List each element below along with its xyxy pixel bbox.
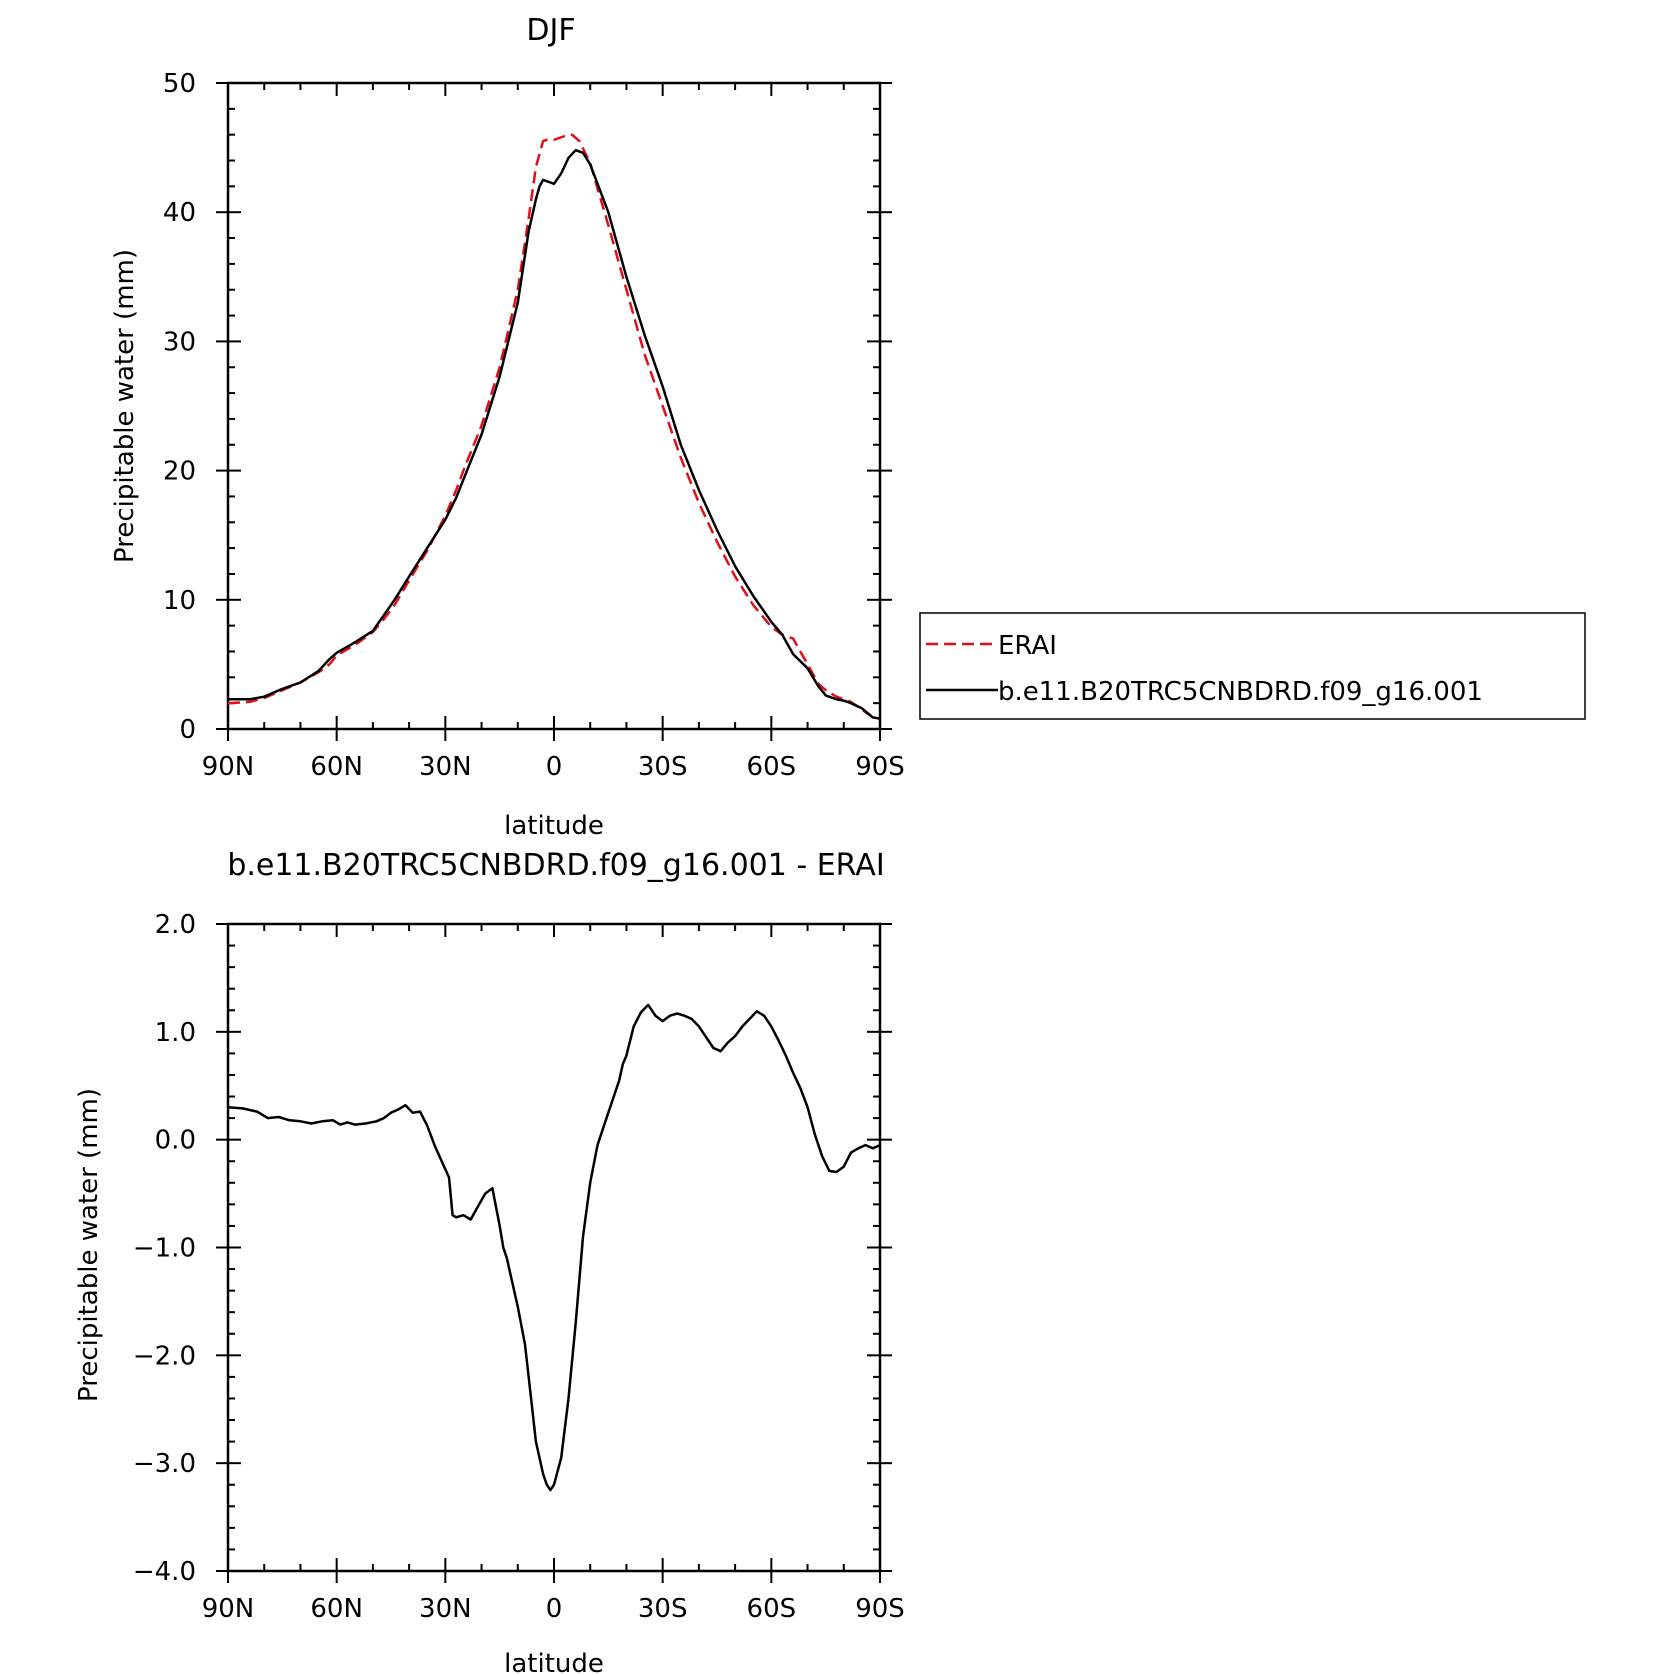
- bottom-chart-title: b.e11.B20TRC5CNBDRD.f09_g16.001 - ERAI: [227, 848, 884, 883]
- legend-label-erai: ERAI: [998, 631, 1057, 661]
- top-series-lines: [227, 133, 881, 720]
- bottom-y-tick-label: −3.0: [133, 1449, 196, 1479]
- bottom-x-tick-label: 90N: [202, 1594, 255, 1624]
- bottom-y-tick-labels: −4.0 −3.0 −2.0 −1.0 0.0 1.0 2.0: [133, 910, 196, 1587]
- bottom-y-tick-label: −4.0: [133, 1557, 196, 1587]
- top-x-tick-label: 30S: [638, 752, 688, 782]
- bottom-x-tick-label: 60S: [747, 1594, 797, 1624]
- bottom-panel-difference: b.e11.B20TRC5CNBDRD.f09_g16.001 - ERAI 9…: [74, 848, 905, 1675]
- top-axis-ticks: [216, 82, 892, 741]
- top-x-axis-label: latitude: [504, 811, 604, 841]
- top-y-tick-label: 0: [179, 715, 196, 745]
- top-x-tick-label: 30N: [419, 752, 472, 782]
- bottom-y-tick-label: −2.0: [133, 1341, 196, 1371]
- top-y-axis-label: Precipitable water (mm): [110, 249, 140, 563]
- bottom-x-tick-label: 30S: [638, 1594, 688, 1624]
- bottom-x-tick-label: 90S: [855, 1594, 905, 1624]
- bottom-y-tick-label: 1.0: [155, 1018, 196, 1048]
- top-chart-title: DJF: [526, 13, 575, 48]
- bottom-x-tick-label: 60N: [310, 1594, 363, 1624]
- top-y-tick-labels: 0 10 20 30 40 50: [163, 69, 196, 745]
- bottom-y-tick-label: 2.0: [155, 910, 196, 940]
- legend: ERAI b.e11.B20TRC5CNBDRD.f09_g16.001: [919, 612, 1586, 720]
- legend-box: [919, 612, 1586, 720]
- top-x-tick-label: 60N: [310, 752, 363, 782]
- top-x-tick-label: 90N: [202, 752, 255, 782]
- top-y-tick-label: 50: [163, 69, 196, 99]
- bottom-x-tick-label: 30N: [419, 1594, 472, 1624]
- bottom-y-tick-label: 0.0: [155, 1126, 196, 1156]
- top-y-tick-label: 40: [163, 198, 196, 228]
- top-x-tick-label: 0: [546, 752, 563, 782]
- top-y-tick-label: 20: [163, 457, 196, 487]
- top-x-tick-labels: 90N 60N 30N 0 30S 60S 90S: [202, 752, 905, 782]
- top-panel-precipitable-water: DJF 90N 60N 30N 0 30S 60S 90S 0 10 20 30 40 50 lati…: [110, 13, 1586, 841]
- bottom-x-tick-label: 0: [546, 1594, 563, 1624]
- top-y-tick-label: 30: [163, 327, 196, 357]
- top-plot-frame: [226, 81, 882, 731]
- bottom-y-axis-label: Precipitable water (mm): [74, 1088, 104, 1402]
- bottom-axis-ticks: [216, 923, 892, 1583]
- legend-label-model: b.e11.B20TRC5CNBDRD.f09_g16.001: [998, 677, 1483, 707]
- bottom-x-axis-label: latitude: [504, 1649, 604, 1675]
- bottom-plot-frame: [226, 922, 882, 1573]
- bottom-x-tick-labels: 90N 60N 30N 0 30S 60S 90S: [202, 1594, 905, 1624]
- bottom-series-lines: [227, 1003, 881, 1492]
- top-x-tick-label: 60S: [747, 752, 797, 782]
- bottom-y-tick-label: −1.0: [133, 1234, 196, 1264]
- top-series-line-1: [228, 148, 881, 720]
- top-x-tick-label: 90S: [855, 752, 905, 782]
- bottom-series-line-0: [227, 1003, 881, 1492]
- top-y-tick-label: 10: [163, 586, 196, 616]
- top-series-line-0: [227, 133, 881, 720]
